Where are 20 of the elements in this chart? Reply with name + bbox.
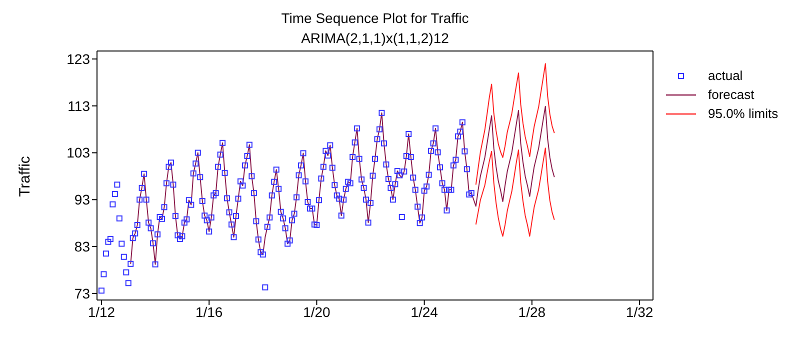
x-tick-label: 1/28 xyxy=(518,304,546,320)
y-tick-label: 123 xyxy=(66,50,90,67)
chart-subtitle: ARIMA(2,1,1)x(1,1,2)12 xyxy=(300,30,450,48)
y-tick-label: 83 xyxy=(74,238,90,255)
x-tick-label: 1/20 xyxy=(303,304,331,320)
x-tick-label: 1/24 xyxy=(410,304,438,320)
line-series xyxy=(475,148,555,237)
y-tick-label: 103 xyxy=(66,144,90,161)
y-tick-label: 93 xyxy=(74,192,90,208)
chart-title: Time Sequence Plot for Traffic xyxy=(280,10,470,28)
x-tick-label: 1/32 xyxy=(626,304,654,320)
line-series xyxy=(475,63,555,186)
y-tick-label: 73 xyxy=(74,285,90,302)
y-axis-title: Traffic xyxy=(16,155,34,199)
y-tick-label: 113 xyxy=(68,98,90,114)
legend-label: forecast xyxy=(708,87,754,102)
x-tick-label: 1/16 xyxy=(195,304,223,320)
legend-label: 95.0% limits xyxy=(708,106,778,121)
x-tick-label: 1/12 xyxy=(88,304,116,320)
legend-label: actual xyxy=(708,68,743,83)
